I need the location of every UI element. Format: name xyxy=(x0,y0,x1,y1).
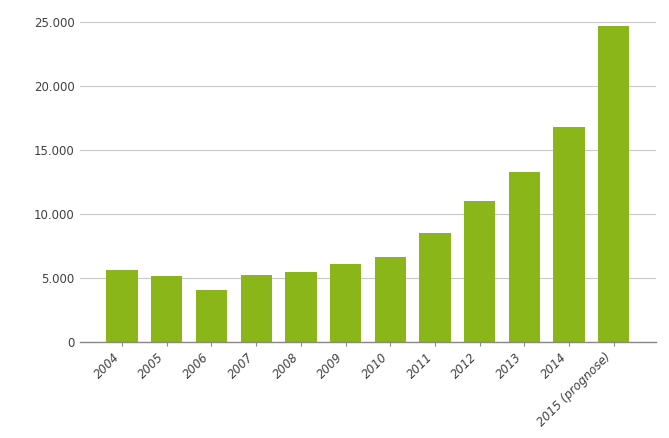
Bar xyxy=(464,201,495,342)
Bar xyxy=(151,276,183,342)
Bar xyxy=(196,290,227,342)
Bar xyxy=(553,127,585,342)
Bar xyxy=(419,233,451,342)
Bar xyxy=(375,257,406,342)
Bar xyxy=(330,264,361,342)
Bar xyxy=(241,275,272,342)
Bar xyxy=(598,26,630,342)
Bar xyxy=(508,172,540,342)
Bar xyxy=(285,272,316,342)
Bar xyxy=(106,270,138,342)
